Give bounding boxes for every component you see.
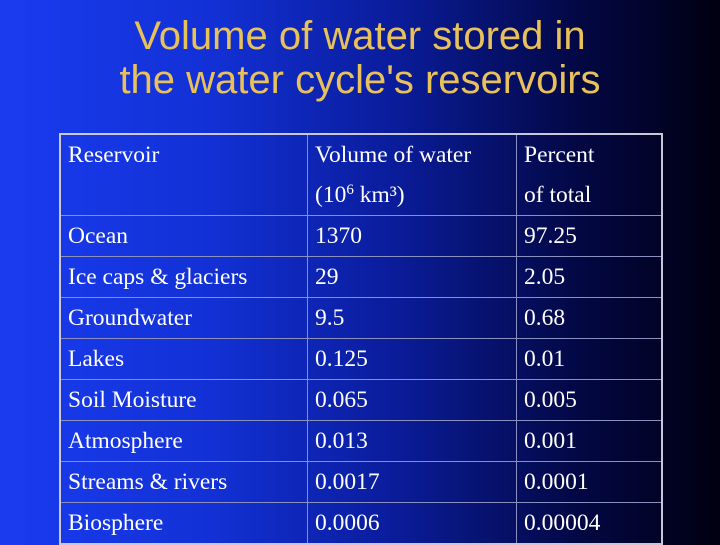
- cell-reservoir: Biosphere: [59, 502, 308, 545]
- cell-volume: 0.0017: [307, 461, 517, 503]
- cell-reservoir: Ice caps & glaciers: [59, 256, 308, 298]
- header-volume: Volume of water (106 km³): [307, 133, 517, 216]
- header-volume-line-1: Volume of water: [315, 142, 472, 168]
- cell-volume: 1370: [307, 215, 517, 257]
- cell-volume: 0.065: [307, 379, 517, 421]
- header-reservoir: Reservoir: [59, 133, 308, 216]
- table-row: Biosphere 0.0006 0.00004: [59, 502, 663, 545]
- cell-percent: 0.0001: [516, 461, 663, 503]
- table-row: Streams & rivers 0.0017 0.0001: [59, 461, 663, 503]
- cell-volume: 0.0006: [307, 502, 517, 545]
- cell-reservoir: Lakes: [59, 338, 308, 380]
- header-volume-unit: km³): [353, 182, 405, 208]
- cell-percent: 0.005: [516, 379, 663, 421]
- table-row: Atmosphere 0.013 0.001: [59, 420, 663, 462]
- table-row: Groundwater 9.5 0.68: [59, 297, 663, 339]
- cell-percent: 0.68: [516, 297, 663, 339]
- cell-percent: 97.25: [516, 215, 663, 257]
- slide-title: Volume of water stored in the water cycl…: [0, 14, 720, 102]
- cell-percent: 2.05: [516, 256, 663, 298]
- cell-reservoir: Groundwater: [59, 297, 308, 339]
- cell-reservoir: Atmosphere: [59, 420, 308, 462]
- cell-percent: 0.00004: [516, 502, 663, 545]
- cell-volume: 29: [307, 256, 517, 298]
- header-volume-exponent: 6: [346, 182, 354, 198]
- table-row: Ocean 1370 97.25: [59, 215, 663, 257]
- table-row: Ice caps & glaciers 29 2.05: [59, 256, 663, 298]
- header-percent-line-2: of total: [524, 182, 592, 208]
- cell-volume: 9.5: [307, 297, 517, 339]
- header-percent: Percent of total: [516, 133, 663, 216]
- cell-reservoir: Streams & rivers: [59, 461, 308, 503]
- reservoir-table: Reservoir Volume of water (106 km³) Perc…: [59, 133, 663, 545]
- cell-volume: 0.125: [307, 338, 517, 380]
- cell-reservoir: Ocean: [59, 215, 308, 257]
- slide-title-line-2: the water cycle's reservoirs: [119, 58, 601, 102]
- header-percent-line-1: Percent: [524, 142, 595, 168]
- table-header-row: Reservoir Volume of water (106 km³) Perc…: [59, 133, 663, 216]
- table-row: Soil Moisture 0.065 0.005: [59, 379, 663, 421]
- cell-percent: 0.001: [516, 420, 663, 462]
- header-volume-paren: (10: [315, 182, 347, 208]
- cell-reservoir: Soil Moisture: [59, 379, 308, 421]
- cell-percent: 0.01: [516, 338, 663, 380]
- cell-volume: 0.013: [307, 420, 517, 462]
- slide-title-line-1: Volume of water stored in: [134, 14, 586, 58]
- table-row: Lakes 0.125 0.01: [59, 338, 663, 380]
